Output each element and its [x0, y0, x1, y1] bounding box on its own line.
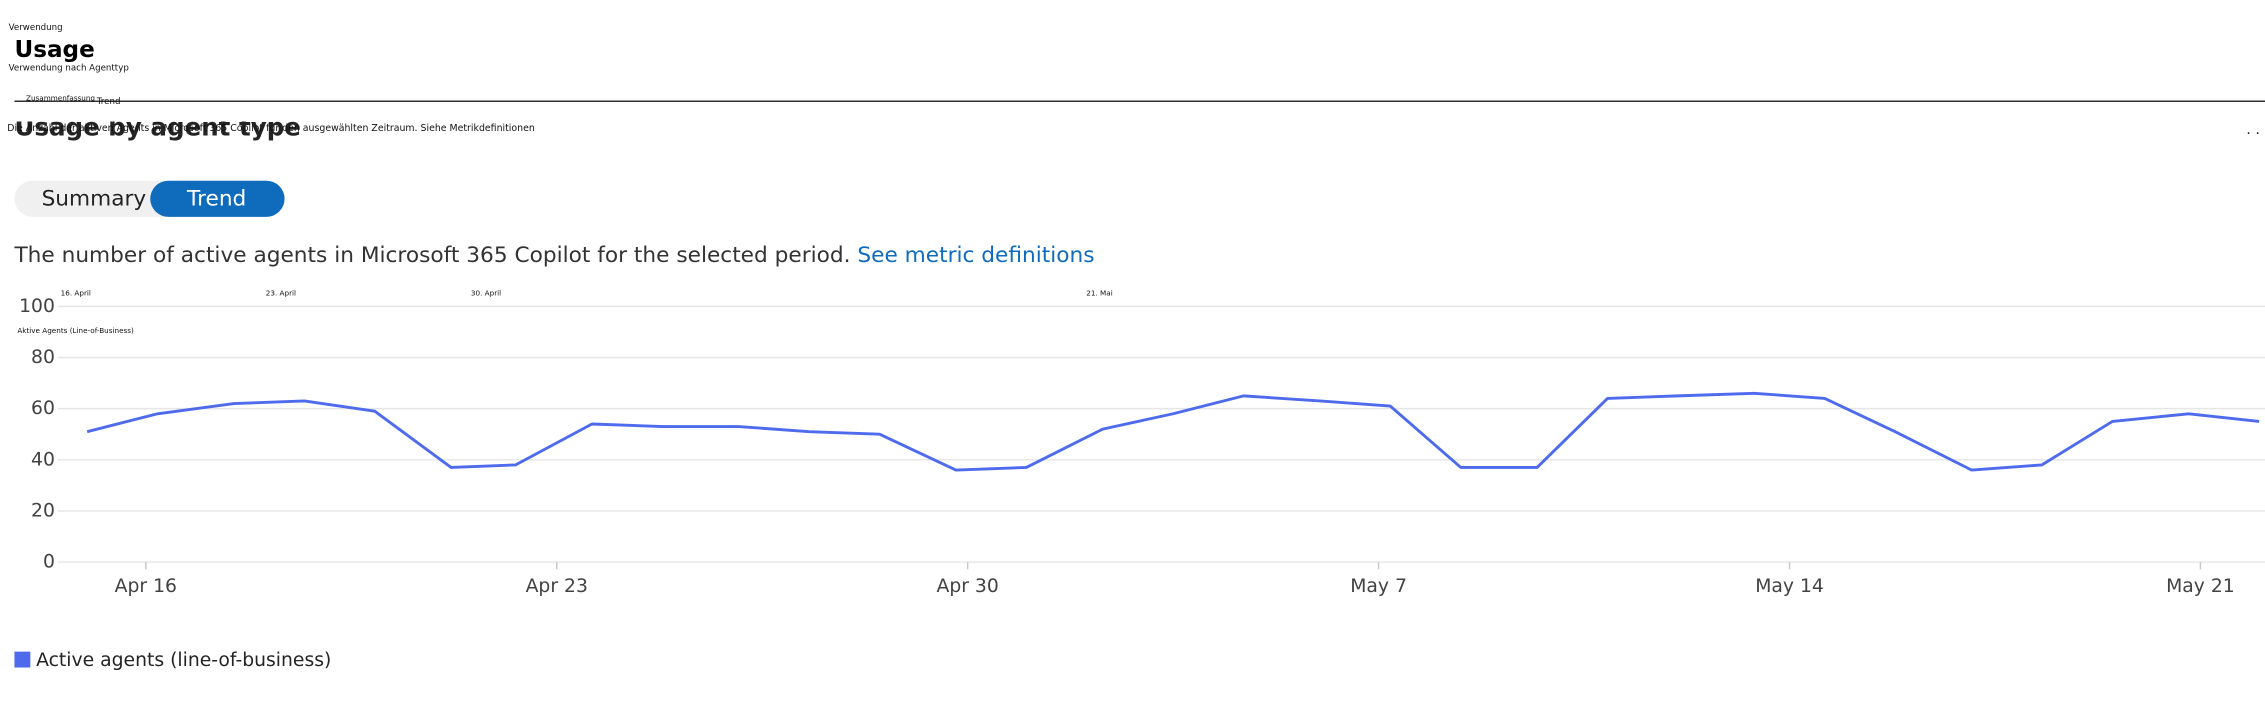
x-tick-label: Apr 16	[115, 576, 177, 597]
overlay-tab: Zusammenfassung	[26, 93, 95, 102]
toggle-selected[interactable]	[150, 180, 285, 217]
overlay-subtitle: Verwendung nach Agenttyp	[9, 64, 130, 74]
chart: 0 20 40 60 80 100 Apr 16 Apr 23 Apr 30 May 7 May 1…	[14, 296, 2265, 671]
overlay-series-label: Aktive Agents (Line-of-Business)	[17, 326, 134, 335]
x-tick-label: Apr 30	[937, 576, 999, 597]
description: The number of active agents in Microsoft…	[13, 243, 1094, 268]
y-tick-label: 40	[31, 449, 55, 470]
x-tick-label: May 21	[2166, 576, 2235, 597]
page-title: Usage	[14, 37, 94, 63]
x-tick-label: May 7	[1350, 576, 1407, 597]
overlay-date: 23. April	[266, 288, 296, 297]
toggle-option[interactable]: Trend	[186, 186, 246, 211]
data-line	[86, 391, 2260, 472]
legend-label: Active agents (line-of-business)	[36, 650, 331, 671]
description-text: The number of active agents in Microsoft…	[13, 243, 850, 268]
overlay-description: Die Anzahl der aktiven Agents in Microso…	[7, 123, 535, 134]
y-tick-label: 0	[43, 552, 55, 573]
y-tick-label: 20	[31, 500, 55, 521]
y-tick-label: 80	[31, 347, 55, 368]
toggle-option[interactable]: Summary	[42, 186, 147, 211]
overlay-date: 30. April	[471, 288, 501, 297]
overlay-date: 21. Mai	[1086, 288, 1112, 297]
legend-swatch	[14, 651, 31, 668]
y-tick-label: 100	[19, 296, 55, 317]
y-tick-label: 60	[31, 398, 55, 419]
overlay-tab: Trend	[96, 97, 121, 107]
x-tick-label: Apr 23	[526, 576, 588, 597]
overlay-date: 16. April	[61, 288, 91, 297]
metric-link[interactable]: See metric definitions	[857, 243, 1094, 268]
section-title: Usage by agent type	[14, 113, 300, 142]
overlay-breadcrumb: Verwendung	[9, 23, 63, 33]
x-tick-label: May 14	[1755, 576, 1824, 597]
more-button[interactable]: . .	[2246, 122, 2260, 138]
